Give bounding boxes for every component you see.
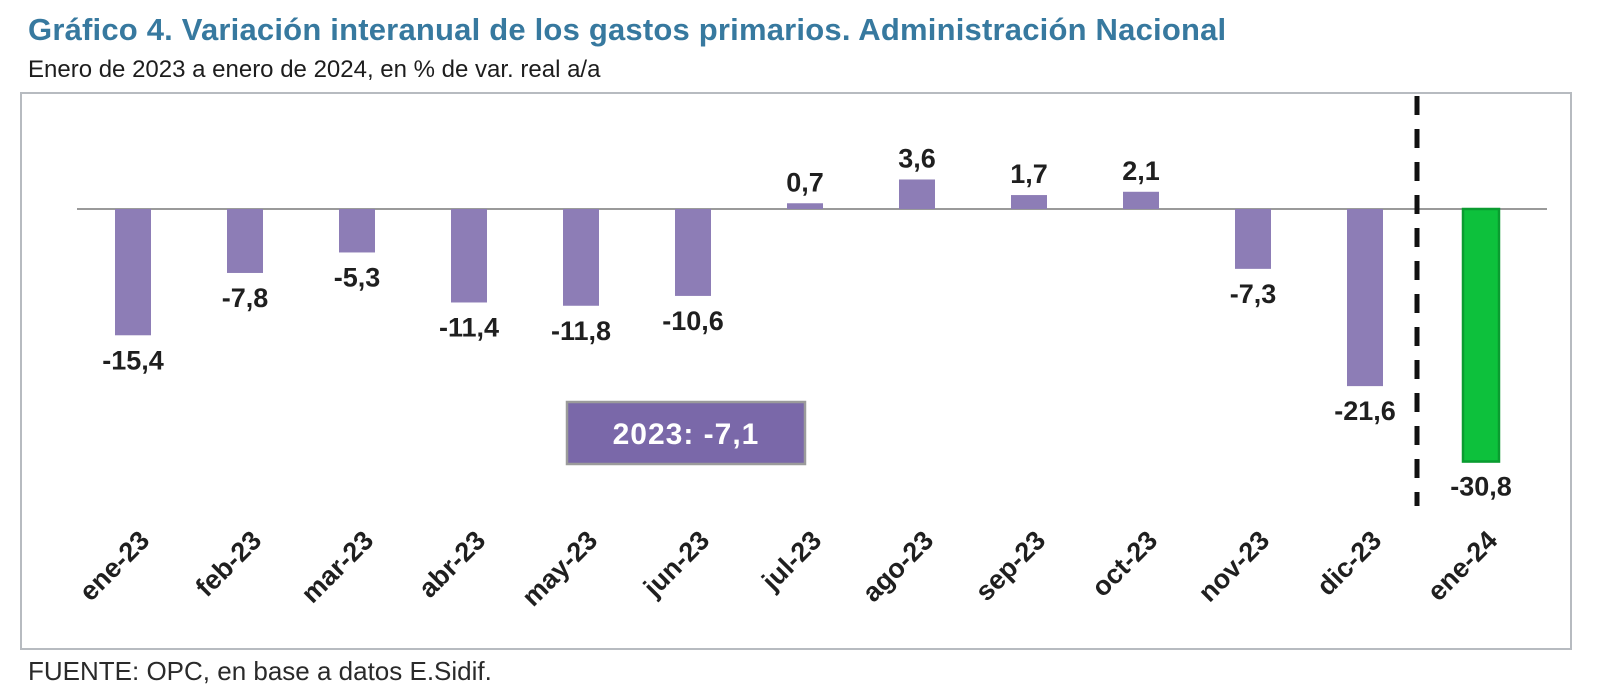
x-tick-ene-24: ene-24 [1422, 525, 1504, 607]
x-tick-mar-23: mar-23 [295, 525, 379, 609]
x-tick-ago-23: ago-23 [856, 525, 939, 608]
value-label-dic-23: -21,6 [1334, 396, 1396, 426]
bar-nov-23 [1235, 209, 1271, 269]
value-label-ago-23: 3,6 [898, 143, 936, 173]
bar-jun-23 [675, 209, 711, 296]
value-label-ene-24: -30,8 [1450, 472, 1512, 502]
chart-title: Gráfico 4. Variación interanual de los g… [28, 12, 1227, 47]
bar-may-23 [563, 209, 599, 306]
bar-ene-24 [1461, 207, 1501, 463]
bar-abr-23 [451, 209, 487, 303]
plot-area-frame: -15,4 ene-23 -7,8 feb-23 -5,3 mar-23 -11,4 abr-… [20, 92, 1572, 650]
x-tick-oct-23: oct-23 [1086, 525, 1163, 602]
x-tick-jun-23: jun-23 [637, 525, 715, 603]
bar-feb-23 [227, 209, 263, 273]
x-tick-jul-23: jul-23 [755, 525, 827, 597]
value-label-may-23: -11,8 [551, 316, 611, 346]
bar-ene-23 [115, 209, 151, 336]
value-label-abr-23: -11,4 [439, 312, 499, 342]
value-label-mar-23: -5,3 [334, 262, 381, 292]
bar-oct-23 [1123, 191, 1159, 209]
annotation-label-2023: 2023: -7,1 [613, 418, 760, 451]
bar-mar-23 [339, 209, 375, 253]
bar-sep-23 [1011, 195, 1047, 209]
x-tick-may-23: may-23 [516, 525, 603, 612]
chart-subtitle: Enero de 2023 a enero de 2024, en % de v… [28, 56, 601, 83]
x-tick-ene-23: ene-23 [74, 525, 156, 607]
source-note: FUENTE: OPC, en base a datos E.Sidif. [28, 656, 492, 686]
bar-chart: -15,4 ene-23 -7,8 feb-23 -5,3 mar-23 -11,4 abr-… [74, 96, 1547, 612]
bar-jul-23 [787, 203, 823, 209]
x-tick-nov-23: nov-23 [1192, 525, 1275, 608]
bar-ago-23 [899, 179, 935, 209]
value-label-jun-23: -10,6 [662, 306, 724, 336]
x-tick-abr-23: abr-23 [413, 525, 492, 604]
value-label-feb-23: -7,8 [222, 283, 269, 313]
x-tick-sep-23: sep-23 [970, 525, 1052, 607]
value-label-ene-23: -15,4 [102, 345, 164, 375]
annotation-box-2023 [565, 400, 807, 466]
value-label-oct-23: 2,1 [1122, 156, 1160, 186]
value-label-jul-23: 0,7 [786, 167, 824, 197]
x-tick-dic-23: dic-23 [1311, 525, 1387, 601]
x-tick-feb-23: feb-23 [190, 525, 267, 602]
value-label-nov-23: -7,3 [1230, 279, 1277, 309]
bar-dic-23 [1347, 209, 1383, 387]
value-label-sep-23: 1,7 [1010, 159, 1048, 189]
